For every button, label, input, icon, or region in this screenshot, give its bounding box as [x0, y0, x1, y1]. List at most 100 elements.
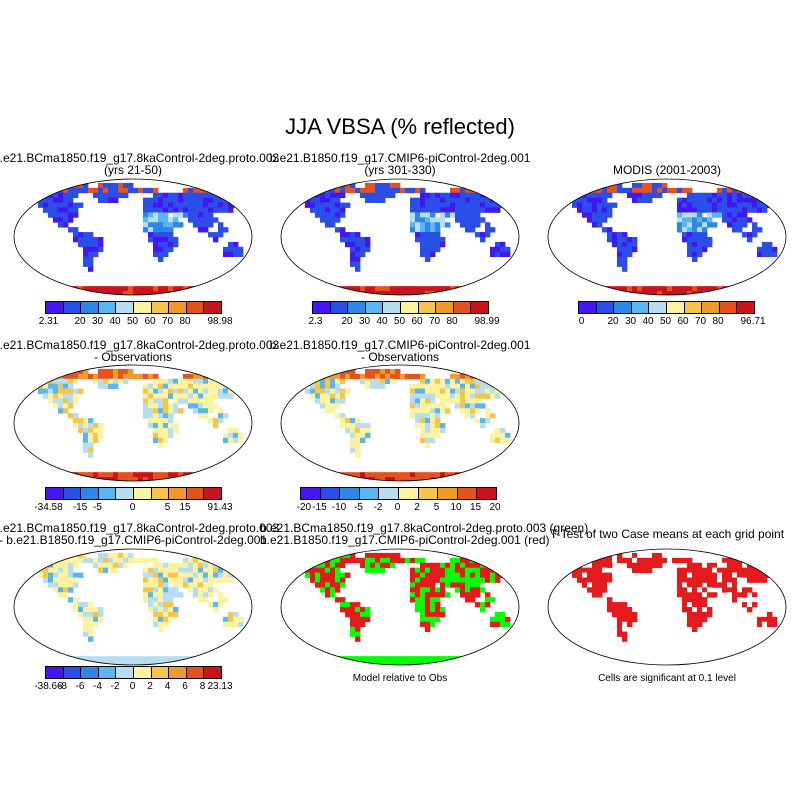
- land-cell: [315, 656, 321, 662]
- land-cell: [148, 582, 154, 588]
- land-cell: [355, 373, 361, 380]
- land-cell: [138, 656, 144, 662]
- land-cell: [692, 602, 698, 608]
- land-cell: [108, 373, 114, 380]
- land-cell: [183, 393, 189, 399]
- land-cell: [163, 286, 169, 292]
- land-cell: [63, 217, 69, 223]
- land-cell: [455, 373, 461, 380]
- land-cell: [385, 661, 391, 665]
- land-cell: [103, 656, 109, 662]
- land-cell: [682, 291, 688, 295]
- land-cell: [325, 661, 331, 665]
- land-cell: [153, 432, 159, 439]
- land-cell: [415, 592, 421, 598]
- land-cell: [562, 286, 568, 292]
- land-cell: [295, 562, 301, 569]
- land-cell: [592, 587, 598, 593]
- land-cell: [697, 241, 703, 248]
- land-cell: [752, 291, 758, 295]
- land-cell: [33, 291, 39, 295]
- colorbar-tick-label: 10: [450, 502, 462, 513]
- land-cell: [208, 212, 214, 218]
- land-cell: [93, 437, 99, 444]
- colorbar-swatch: [313, 302, 331, 313]
- panel-title-line: b.e21.BCma1850.f19_g17.8kaControl-2deg.p…: [260, 521, 589, 535]
- land-cell: [335, 197, 341, 203]
- land-cell: [430, 562, 436, 569]
- land-cell: [395, 656, 401, 662]
- colorbar-tick-label: 30: [624, 316, 637, 327]
- land-cell: [425, 577, 431, 583]
- land-cell: [198, 393, 204, 399]
- land-cell: [440, 202, 446, 208]
- land-cell: [592, 197, 598, 203]
- land-cell: [577, 202, 583, 208]
- land-cell: [58, 378, 64, 385]
- land-cell: [173, 403, 179, 409]
- land-cell: [737, 597, 743, 603]
- land-cell: [642, 291, 648, 295]
- land-cell: [420, 227, 426, 233]
- land-cell: [485, 232, 491, 238]
- land-cell: [505, 187, 511, 194]
- land-cell: [83, 626, 89, 632]
- land-cell: [420, 432, 426, 439]
- land-cell: [425, 202, 431, 208]
- land-cell: [617, 611, 623, 618]
- land-cell: [430, 388, 436, 394]
- land-cell: [360, 472, 366, 478]
- land-cell: [300, 373, 306, 380]
- land-cell: [88, 631, 94, 637]
- land-cell: [702, 562, 708, 569]
- land-cell: [557, 562, 563, 569]
- land-cell: [617, 626, 623, 632]
- land-cell: [440, 398, 446, 404]
- land-cell: [767, 241, 773, 248]
- land-cell: [213, 237, 219, 243]
- land-cell: [350, 611, 356, 618]
- land-cell: [53, 562, 59, 569]
- land-cell: [330, 472, 336, 478]
- land-cell: [632, 182, 638, 189]
- land-cell: [88, 373, 94, 380]
- land-cell: [657, 557, 663, 564]
- land-cell: [495, 611, 501, 618]
- land-cell: [183, 398, 189, 404]
- land-cell: [330, 403, 336, 409]
- land-cell: [597, 572, 603, 578]
- land-cell: [450, 187, 456, 194]
- land-cell: [108, 656, 114, 662]
- land-cell: [330, 388, 336, 394]
- land-cell: [647, 661, 653, 665]
- land-cell: [450, 291, 456, 295]
- land-cell: [325, 388, 331, 394]
- land-cell: [113, 567, 119, 573]
- land-cell: [178, 202, 184, 208]
- land-cell: [440, 587, 446, 593]
- land-cell: [43, 572, 49, 578]
- land-cell: [752, 572, 758, 578]
- land-cell: [53, 286, 59, 292]
- land-cell: [490, 477, 496, 481]
- land-cell: [622, 261, 628, 267]
- land-cell: [465, 403, 471, 409]
- land-cell: [233, 291, 239, 295]
- land-cell: [597, 587, 603, 593]
- land-cell: [430, 286, 436, 292]
- land-cell: [68, 291, 74, 295]
- land-cell: [83, 432, 89, 439]
- land-cell: [767, 661, 773, 665]
- land-cell: [340, 577, 346, 583]
- land-cell: [178, 378, 184, 385]
- land-cell: [500, 572, 506, 578]
- land-cell: [335, 217, 341, 223]
- land-cell: [425, 408, 431, 414]
- land-cell: [430, 418, 436, 424]
- land-cell: [340, 237, 346, 243]
- land-cell: [727, 587, 733, 593]
- land-cell: [243, 197, 249, 203]
- land-cell: [53, 582, 59, 588]
- land-cell: [375, 291, 381, 295]
- land-cell: [233, 562, 239, 569]
